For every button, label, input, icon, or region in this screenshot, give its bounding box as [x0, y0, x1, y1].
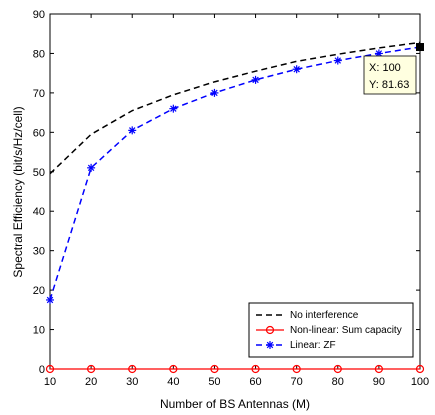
series-layer — [45, 41, 425, 374]
y-tick-label: 50 — [33, 167, 45, 179]
series-line-2 — [49, 46, 421, 301]
x-tick-label: 40 — [167, 376, 179, 388]
series-point — [87, 163, 96, 172]
x-tick-label: 30 — [126, 376, 138, 388]
legend-marker-sum-capacity — [265, 325, 275, 335]
series-point — [169, 104, 178, 113]
series-point — [333, 56, 342, 65]
series-point — [87, 364, 96, 374]
series-point — [251, 364, 260, 374]
x-tick-label: 90 — [373, 376, 385, 388]
y-tick-label: 30 — [33, 246, 45, 258]
series-point — [374, 364, 383, 374]
datatip-y-text: Y: 81.63 — [369, 79, 409, 91]
series-point — [128, 364, 137, 374]
x-tick-label: 20 — [85, 376, 97, 388]
legend-label-linear-zf: Linear: ZF — [290, 340, 336, 351]
legend-label-sum-capacity: Non-linear: Sum capacity — [290, 325, 402, 336]
x-tick-label: 50 — [208, 376, 220, 388]
y-axis-label: Spectral Efficiency (bit/s/Hz/cell) — [11, 106, 25, 277]
y-tick-label: 80 — [33, 48, 45, 60]
series-point — [292, 65, 301, 74]
y-tick-label: 0 — [39, 364, 45, 376]
datatip-box — [363, 55, 417, 95]
series-point — [251, 75, 260, 84]
series-point — [128, 126, 137, 135]
y-tick-label: 70 — [33, 88, 45, 100]
x-tick-label: 10 — [44, 376, 56, 388]
legend: No interference Non-linear: Sum capacity… — [248, 302, 414, 358]
x-axis-label: Number of BS Antennas (M) — [160, 397, 310, 411]
series-point — [210, 88, 219, 97]
x-tick-label: 70 — [291, 376, 303, 388]
x-tick-label: 100 — [411, 376, 429, 388]
y-tick-label: 90 — [33, 9, 45, 21]
series-point — [292, 364, 301, 374]
series-point — [169, 364, 178, 374]
series-point — [415, 364, 425, 374]
series-point — [333, 364, 342, 374]
series-point — [45, 364, 55, 374]
datatip-x-text: X: 100 — [369, 62, 401, 74]
y-tick-label: 20 — [33, 285, 45, 297]
y-tick-label: 10 — [33, 325, 45, 337]
legend-label-no-interference: No interference — [290, 310, 359, 321]
datatip-marker — [416, 43, 424, 52]
x-tick-label: 80 — [332, 376, 344, 388]
legend-star-icon — [266, 341, 274, 349]
x-tick-label: 60 — [249, 376, 261, 388]
y-tick-label: 40 — [33, 206, 45, 218]
datatip[interactable]: X: 100 Y: 81.63 — [363, 43, 424, 95]
series-point — [210, 364, 219, 374]
series-line-0 — [49, 41, 421, 175]
legend-marker-linear-zf — [266, 341, 274, 349]
series-point — [46, 295, 54, 304]
y-tick-label: 60 — [33, 127, 45, 139]
